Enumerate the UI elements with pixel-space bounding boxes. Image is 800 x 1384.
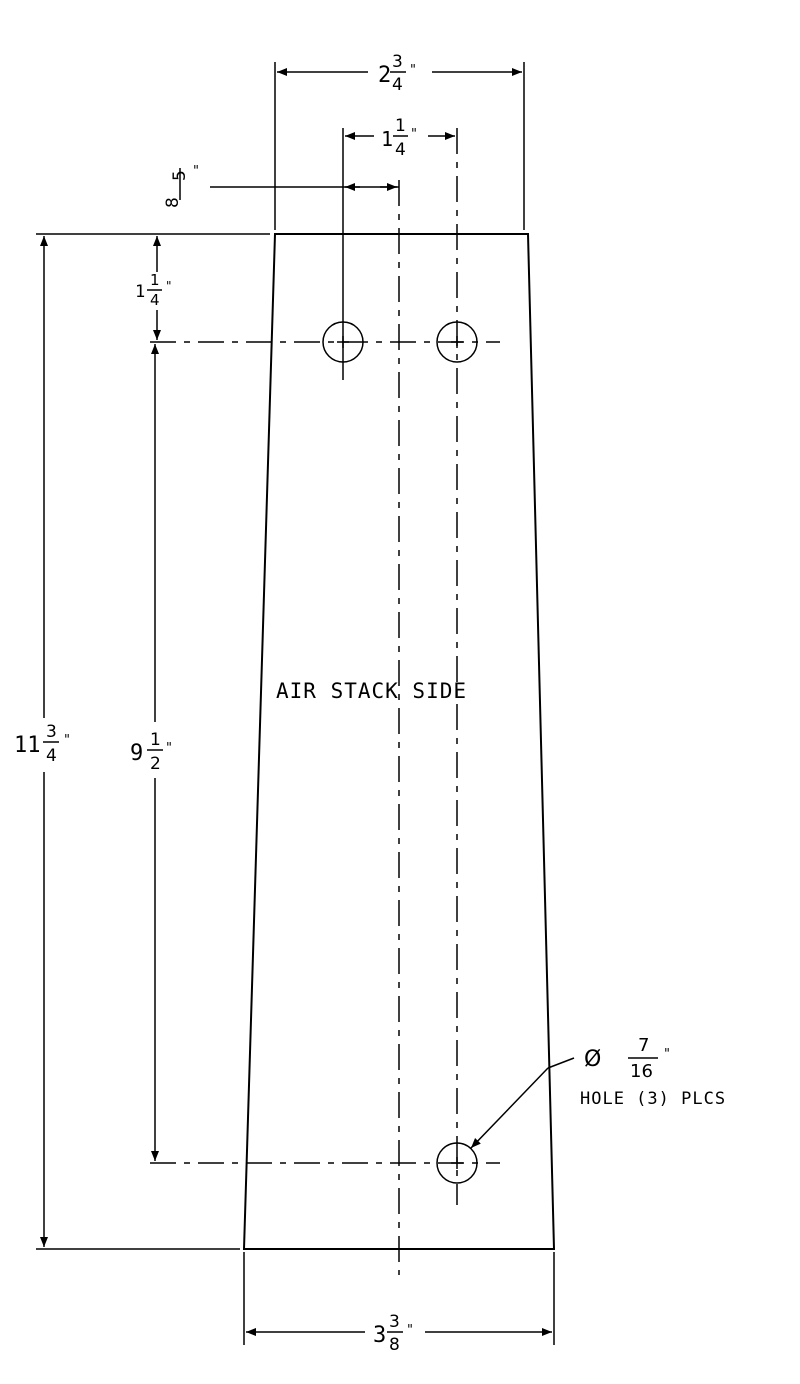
svg-text:4: 4 [150, 291, 160, 309]
dim-hole-to-hole-vertical: 9 1 2 " [130, 344, 172, 1161]
dim-hole-spacing: 1 1 4 " [345, 116, 455, 160]
hole-bottom-right [436, 1142, 478, 1184]
dim-total-height: 11 3 4 " [14, 236, 70, 1247]
svg-text:1: 1 [150, 271, 160, 289]
svg-text:": " [411, 127, 417, 142]
svg-text:8: 8 [163, 197, 183, 208]
svg-text:": " [166, 741, 172, 756]
hole-diameter-numerator: 7 [638, 1035, 649, 1056]
dim-top-width: 2 3 4 " [277, 52, 522, 95]
hole-callout: Ø 7 16 " HOLE (3) PLCS [470, 1035, 726, 1149]
dim-centerline-offset: 5 8 " [163, 164, 399, 208]
svg-text:2: 2 [150, 754, 161, 774]
svg-text:": " [193, 164, 199, 179]
svg-text:": " [64, 733, 70, 748]
svg-text:": " [410, 63, 416, 78]
svg-text:3: 3 [373, 1323, 386, 1348]
diameter-symbol: Ø [584, 1047, 601, 1072]
hole-note: HOLE (3) PLCS [580, 1089, 726, 1109]
hole-top-left [322, 321, 364, 363]
plate-outline [242, 233, 556, 1250]
hole-top-right [436, 321, 478, 363]
svg-text:4: 4 [395, 140, 406, 160]
svg-text:4: 4 [392, 75, 403, 95]
svg-text:11: 11 [14, 733, 41, 758]
svg-text:3: 3 [392, 52, 403, 72]
air-stack-side-label: AIR STACK SIDE [276, 679, 467, 703]
svg-text:": " [166, 279, 172, 293]
svg-text:9: 9 [130, 741, 143, 766]
svg-text:2: 2 [378, 63, 391, 88]
dim-top-to-hole: 1 1 4 " [135, 236, 172, 340]
svg-text:3: 3 [46, 722, 57, 742]
svg-text:": " [664, 1047, 670, 1062]
svg-text:": " [407, 1323, 413, 1338]
svg-text:1: 1 [135, 282, 145, 302]
svg-text:1: 1 [150, 730, 161, 750]
svg-text:3: 3 [389, 1312, 400, 1332]
dim-bottom-width: 3 3 8 " [246, 1312, 552, 1355]
svg-text:8: 8 [389, 1335, 400, 1355]
svg-text:1: 1 [381, 127, 393, 151]
hole-diameter-denominator: 16 [630, 1061, 653, 1082]
svg-text:4: 4 [46, 746, 57, 766]
svg-text:1: 1 [395, 116, 406, 136]
